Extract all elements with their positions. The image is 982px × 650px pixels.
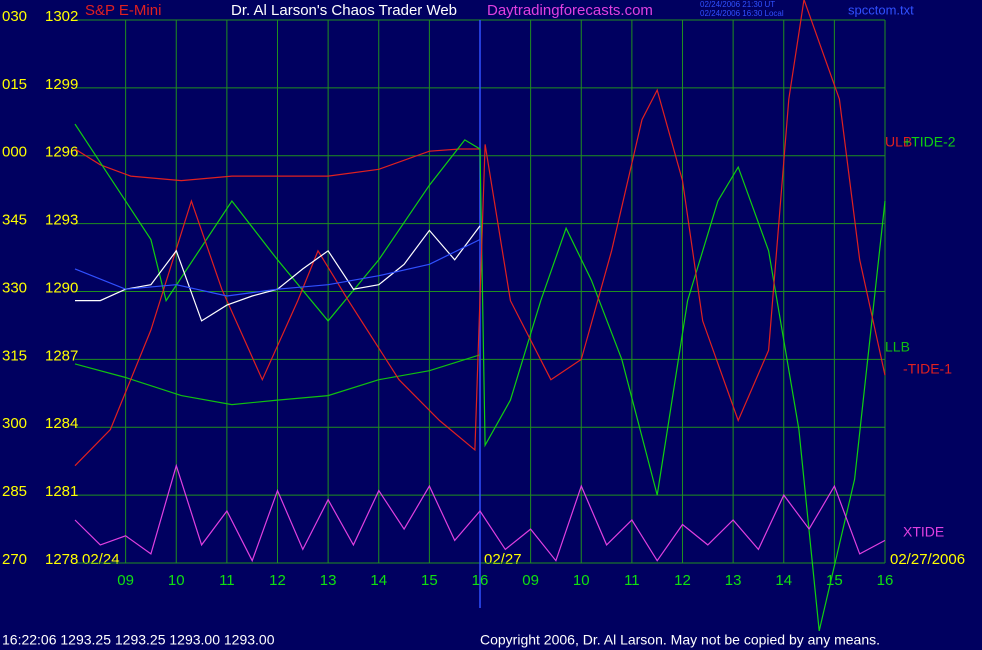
series-line: [74, 123, 886, 632]
x-tick-label: 15: [826, 572, 843, 589]
legend-label: ULB: [885, 134, 912, 150]
file-name: spcctom.txt: [848, 2, 914, 17]
series-line: [74, 0, 886, 467]
legend-label: +TIDE-2: [903, 134, 956, 150]
series-line: [74, 354, 481, 406]
chart-title: Dr. Al Larson's Chaos Trader Web: [231, 2, 457, 19]
x-tick-label: 11: [219, 572, 235, 589]
y-tick-label: 1281: [45, 483, 78, 500]
date-label: 02/24: [82, 551, 120, 568]
x-tick-label: 09: [522, 572, 539, 589]
copyright: Copyright 2006, Dr. Al Larson. May not b…: [480, 632, 880, 648]
y-angle-label: 345: [2, 212, 27, 229]
x-tick-label: 16: [877, 572, 894, 589]
legend-label: -TIDE-1: [903, 361, 952, 377]
quote: 16:22:06 1293.25 1293.25 1293.00 1293.00: [2, 632, 275, 648]
x-tick-label: 14: [775, 572, 792, 589]
y-angle-label: 270: [2, 551, 27, 568]
website: Daytradingforecasts.com: [487, 2, 653, 19]
y-angle-label: 300: [2, 415, 27, 432]
y-tick-label: 1299: [45, 76, 78, 93]
x-tick-label: 13: [320, 572, 337, 589]
date-label: 02/27: [484, 551, 522, 568]
y-tick-label: 1290: [45, 279, 78, 296]
x-tick-label: 11: [624, 572, 640, 589]
x-tick-label: 15: [421, 572, 438, 589]
series-line: [74, 148, 480, 182]
timestamp: 02/24/2006 16:30 Local: [700, 9, 784, 18]
y-angle-label: 315: [2, 347, 27, 364]
y-angle-label: 285: [2, 483, 27, 500]
y-tick-label: 1287: [45, 347, 78, 364]
x-tick-label: 12: [674, 572, 691, 589]
y-tick-label: 1284: [45, 415, 78, 432]
series-line: [74, 463, 886, 563]
y-angle-label: 000: [2, 144, 27, 161]
x-tick-label: 10: [168, 572, 185, 589]
y-angle-label: 015: [2, 76, 27, 93]
y-tick-label: 1278: [45, 551, 78, 568]
date-label: 02/27/2006: [890, 551, 965, 568]
timestamp: 02/24/2006 21:30 UT: [700, 0, 775, 9]
legend-label: XTIDE: [903, 524, 944, 540]
y-angle-label: 030: [2, 8, 27, 25]
x-tick-label: 14: [370, 572, 387, 589]
y-tick-label: 1296: [45, 144, 78, 161]
legend-label: LLB: [885, 339, 910, 355]
x-tick-label: 09: [117, 572, 134, 589]
series-line: [74, 238, 481, 297]
y-angle-label: 330: [2, 279, 27, 296]
x-tick-label: 12: [269, 572, 286, 589]
y-tick-label: 1302: [45, 8, 78, 25]
x-tick-label: 10: [573, 572, 590, 589]
instrument: S&P E-Mini: [85, 2, 161, 19]
x-tick-label: 13: [725, 572, 742, 589]
y-tick-label: 1293: [45, 212, 78, 229]
